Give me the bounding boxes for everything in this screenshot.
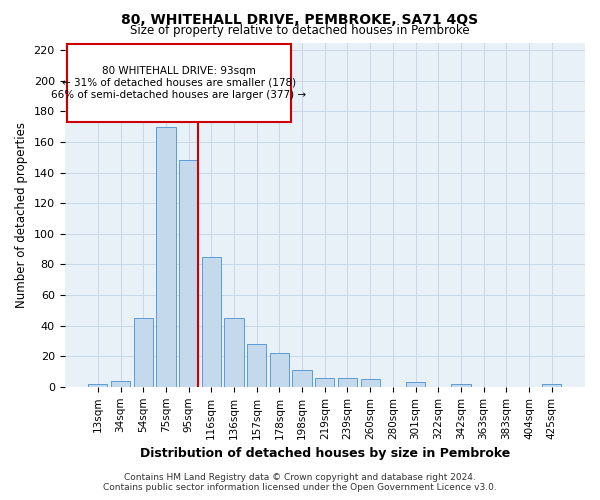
Text: Contains HM Land Registry data © Crown copyright and database right 2024.
Contai: Contains HM Land Registry data © Crown c… xyxy=(103,473,497,492)
Bar xyxy=(338,378,357,387)
X-axis label: Distribution of detached houses by size in Pembroke: Distribution of detached houses by size … xyxy=(140,447,510,460)
Y-axis label: Number of detached properties: Number of detached properties xyxy=(15,122,28,308)
Bar xyxy=(134,318,153,387)
Bar xyxy=(111,380,130,387)
Bar xyxy=(542,384,562,387)
Bar xyxy=(270,353,289,387)
FancyBboxPatch shape xyxy=(67,44,291,122)
Bar xyxy=(224,318,244,387)
Bar xyxy=(247,344,266,387)
Bar xyxy=(292,370,312,387)
Text: Size of property relative to detached houses in Pembroke: Size of property relative to detached ho… xyxy=(130,24,470,37)
Bar xyxy=(451,384,470,387)
Bar xyxy=(156,126,176,387)
Bar xyxy=(361,379,380,387)
Bar xyxy=(202,256,221,387)
Bar xyxy=(179,160,198,387)
Bar xyxy=(406,382,425,387)
Bar xyxy=(88,384,107,387)
Text: 80 WHITEHALL DRIVE: 93sqm
← 31% of detached houses are smaller (178)
66% of semi: 80 WHITEHALL DRIVE: 93sqm ← 31% of detac… xyxy=(52,66,307,100)
Text: 80, WHITEHALL DRIVE, PEMBROKE, SA71 4QS: 80, WHITEHALL DRIVE, PEMBROKE, SA71 4QS xyxy=(121,12,479,26)
Bar xyxy=(315,378,334,387)
